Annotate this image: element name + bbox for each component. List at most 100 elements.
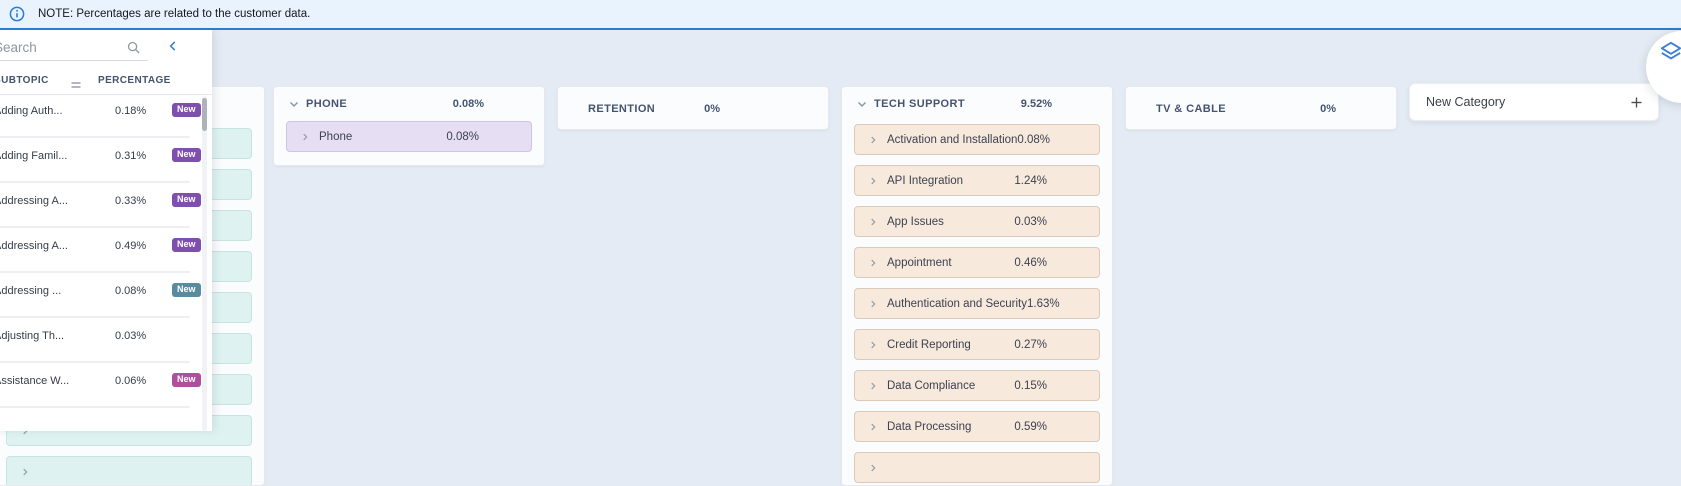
- subtopic-row[interactable]: Adding Famil... 0.31% New: [0, 141, 212, 186]
- info-icon: [9, 6, 25, 22]
- item-label: Activation and Installation: [887, 133, 1018, 146]
- category-item[interactable]: Data Processing 0.59%: [854, 411, 1100, 442]
- chevron-down-icon[interactable]: [288, 98, 300, 110]
- item-label: Data Processing: [887, 420, 972, 433]
- new-badge: New: [172, 373, 201, 387]
- subtopic-row[interactable]: Addressing A... 0.33% New: [0, 186, 212, 231]
- new-badge: New: [172, 238, 201, 252]
- subtopic-row[interactable]: Addressing A... 0.49% New: [0, 231, 212, 276]
- category-item[interactable]: Activation and Installation 0.08%: [854, 124, 1100, 155]
- category-card-tech-support: TECH SUPPORT 9.52% Activation and Instal…: [841, 86, 1113, 486]
- category-percentage: 0%: [704, 103, 720, 115]
- subtopic-label: Adjusting Th...: [0, 330, 65, 342]
- new-badge: New: [172, 283, 201, 297]
- subtopic-label: Addressing ...: [0, 285, 62, 297]
- category-title: PHONE: [306, 98, 348, 110]
- item-percentage: 0.08%: [446, 130, 479, 143]
- category-header: TECH SUPPORT 9.52%: [842, 87, 1112, 121]
- category-item[interactable]: API Integration 1.24%: [854, 165, 1100, 196]
- new-badge: New: [172, 103, 201, 117]
- subtopic-row[interactable]: Addressing ... 0.08% New: [0, 276, 212, 321]
- subtopic-list-header: SUBTOPIC PERCENTAGE: [0, 72, 212, 92]
- chevron-right-icon: [868, 299, 878, 309]
- divider: [0, 136, 190, 138]
- subtopic-percentage: 0.31%: [115, 150, 147, 162]
- search-underline: [0, 60, 148, 61]
- category-title: TECH SUPPORT: [874, 98, 965, 110]
- new-badge: New: [172, 148, 201, 162]
- divider: [0, 271, 190, 273]
- category-header: RETENTION 0%: [558, 87, 828, 129]
- divider: [0, 226, 190, 228]
- chevron-right-icon: [868, 217, 878, 227]
- category-header: TV & CABLE 0%: [1126, 87, 1396, 129]
- chevron-right-icon: [300, 132, 310, 142]
- collapse-panel-button[interactable]: [166, 39, 184, 57]
- chevron-right-icon: [868, 381, 878, 391]
- category-item[interactable]: App Issues 0.03%: [854, 206, 1100, 237]
- divider: [0, 361, 190, 363]
- category-percentage: 9.52%: [1020, 98, 1052, 110]
- chevron-right-icon: [868, 176, 878, 186]
- subtopic-percentage: 0.33%: [115, 195, 147, 207]
- subtopics-panel: SUBTOPIC PERCENTAGE Adding Auth... 0.18%…: [0, 30, 212, 431]
- category-item[interactable]: [854, 452, 1100, 483]
- category-card-phone: PHONE 0.08% Phone 0.08%: [273, 86, 545, 166]
- chevron-right-icon: [868, 463, 878, 473]
- item-percentage: 0.46%: [1014, 256, 1047, 269]
- item-label: Phone: [319, 130, 353, 143]
- new-category-card[interactable]: New Category: [1409, 83, 1659, 121]
- category-card-tv-cable: TV & CABLE 0%: [1125, 86, 1397, 130]
- item-percentage: 0.27%: [1014, 338, 1047, 351]
- sort-icon[interactable]: [70, 77, 82, 95]
- category-item[interactable]: [6, 456, 252, 485]
- category-item[interactable]: Credit Reporting 0.27%: [854, 329, 1100, 360]
- chevron-right-icon: [868, 135, 878, 145]
- divider: [0, 181, 190, 183]
- chevron-left-icon: [166, 39, 180, 57]
- subtopic-label: Adding Auth...: [0, 105, 63, 117]
- category-item[interactable]: Authentication and Security 1.63%: [854, 288, 1100, 319]
- subtopic-row[interactable]: Adding Auth... 0.18% New: [0, 96, 212, 141]
- item-label: App Issues: [887, 215, 944, 228]
- chevron-right-icon: [868, 422, 878, 432]
- chevron-right-icon: [868, 258, 878, 268]
- note-bar: NOTE: Percentages are related to the cus…: [0, 0, 1681, 30]
- item-percentage: 0.08%: [1017, 133, 1051, 146]
- category-item[interactable]: Appointment 0.46%: [854, 247, 1100, 278]
- item-label: Credit Reporting: [887, 338, 971, 351]
- scrollbar-thumb[interactable]: [202, 98, 207, 131]
- subtopic-label: Adding Famil...: [0, 150, 68, 162]
- category-item[interactable]: Data Compliance 0.15%: [854, 370, 1100, 401]
- subtopic-label: Addressing A...: [0, 195, 68, 207]
- item-percentage: 0.03%: [1014, 215, 1047, 228]
- new-badge: New: [172, 193, 201, 207]
- category-card-retention: RETENTION 0%: [557, 86, 829, 130]
- subtopic-percentage: 0.18%: [115, 105, 147, 117]
- divider: [0, 94, 212, 95]
- subtopic-label: Assistance W...: [0, 375, 70, 387]
- chevron-right-icon: [20, 467, 30, 477]
- category-item[interactable]: Phone 0.08%: [286, 121, 532, 152]
- category-percentage: 0.08%: [452, 98, 484, 110]
- item-label: Data Compliance: [887, 379, 976, 392]
- subtopic-row[interactable]: Adjusting Th... 0.03%: [0, 321, 212, 366]
- percentage-column-header: PERCENTAGE: [98, 75, 171, 86]
- subtopic-column-header: SUBTOPIC: [0, 75, 49, 86]
- item-percentage: 0.15%: [1014, 379, 1047, 392]
- chevron-down-icon[interactable]: [856, 98, 868, 110]
- category-title: TV & CABLE: [1156, 103, 1226, 115]
- item-label: API Integration: [887, 174, 964, 187]
- item-label: Appointment: [887, 256, 952, 269]
- subtopic-percentage: 0.03%: [115, 330, 147, 342]
- divider: [0, 316, 190, 318]
- search-input[interactable]: [0, 35, 122, 59]
- add-category-button[interactable]: [1629, 95, 1644, 110]
- sidebar-scrollbar[interactable]: [202, 96, 207, 431]
- subtopic-row[interactable]: Assistance W... 0.06% New: [0, 366, 212, 411]
- note-text: NOTE: Percentages are related to the cus…: [38, 8, 311, 20]
- item-percentage: 1.24%: [1014, 174, 1047, 187]
- subtopic-label: Addressing A...: [0, 240, 68, 252]
- plus-icon: [1629, 95, 1644, 110]
- subtopic-percentage: 0.06%: [115, 375, 147, 387]
